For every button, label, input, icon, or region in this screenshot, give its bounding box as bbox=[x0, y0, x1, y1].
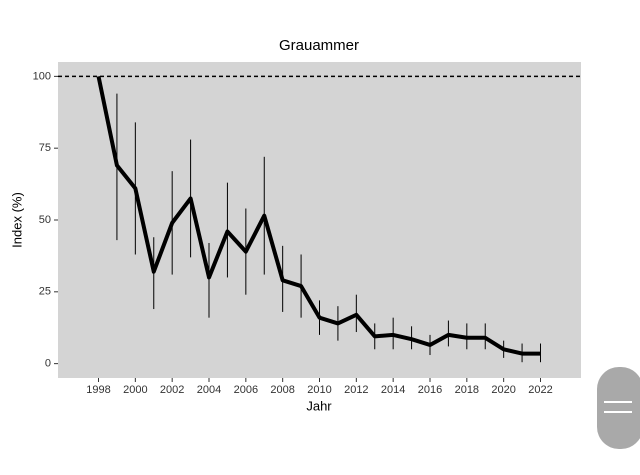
x-tick-label: 2020 bbox=[491, 384, 515, 396]
y-tick-label: 0 bbox=[45, 358, 51, 370]
x-tick-label: 2006 bbox=[234, 384, 258, 396]
y-tick-label: 25 bbox=[39, 286, 51, 298]
scroll-button[interactable] bbox=[597, 367, 640, 449]
data-line bbox=[96, 75, 541, 356]
x-tick-label: 2018 bbox=[455, 384, 479, 396]
y-tick-label: 75 bbox=[39, 142, 51, 154]
y-tick-label: 50 bbox=[39, 214, 51, 226]
x-tick-label: 2010 bbox=[307, 384, 331, 396]
x-tick-label: 2022 bbox=[528, 384, 552, 396]
x-tick-label: 2008 bbox=[270, 384, 294, 396]
x-tick-label: 2012 bbox=[344, 384, 368, 396]
chart-title: Grauammer bbox=[279, 37, 359, 54]
scroll-button-bg[interactable] bbox=[597, 367, 640, 449]
x-tick-label: 2000 bbox=[123, 384, 147, 396]
y-tick-label: 100 bbox=[33, 70, 51, 82]
x-tick-label: 2014 bbox=[381, 384, 405, 396]
x-tick-label: 2002 bbox=[160, 384, 184, 396]
x-tick-label: 1998 bbox=[86, 384, 110, 396]
x-tick-label: 2004 bbox=[197, 384, 221, 396]
x-axis-title: Jahr bbox=[306, 398, 332, 413]
y-axis-title: Index (%) bbox=[9, 192, 24, 248]
x-tick-label: 2016 bbox=[418, 384, 442, 396]
